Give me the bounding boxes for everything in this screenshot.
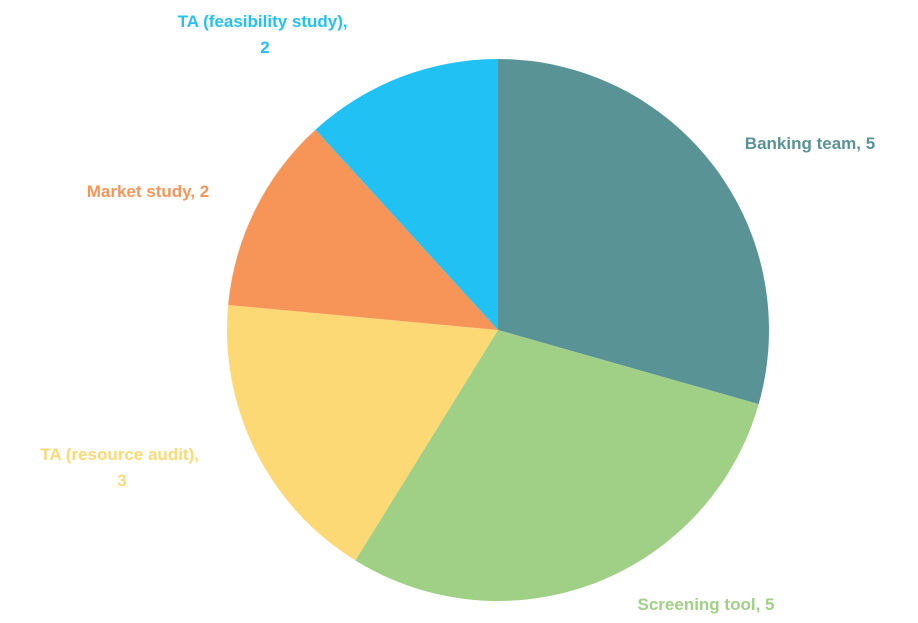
label-separator: ,	[190, 182, 199, 201]
label-value: 3	[117, 471, 126, 490]
label-name: Banking team	[745, 134, 856, 153]
data-label: Screening tool, 5	[638, 595, 775, 614]
label-name: TA (resource audit)	[40, 445, 194, 464]
label-separator: ,	[343, 12, 352, 31]
label-name: TA (feasibility study)	[178, 12, 343, 31]
pie-slice	[355, 330, 759, 601]
label-separator: ,	[856, 134, 865, 153]
data-label: TA (feasibility study), 2	[178, 12, 353, 57]
pie-slice	[228, 129, 498, 330]
label-value: 5	[866, 134, 875, 153]
data-label: TA (resource audit), 3	[40, 445, 203, 490]
data-label: Market study, 2	[87, 182, 210, 201]
pie-slice	[227, 304, 498, 561]
pie-slice	[315, 59, 498, 330]
label-value: 2	[200, 182, 209, 201]
label-value: 2	[260, 38, 269, 57]
label-separator: ,	[194, 445, 203, 464]
label-value: 5	[765, 595, 774, 614]
pie-slice	[498, 59, 769, 405]
data-label: Banking team, 5	[745, 134, 875, 153]
label-name: Screening tool	[638, 595, 756, 614]
label-name: Market study	[87, 182, 192, 201]
label-separator: ,	[756, 595, 765, 614]
